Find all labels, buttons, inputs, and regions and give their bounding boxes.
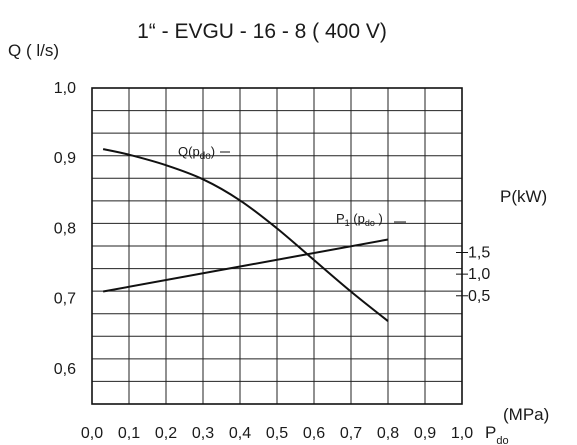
grid <box>91 87 463 405</box>
x-tick-label: 0,5 <box>266 425 288 442</box>
x-tick-label: 0,8 <box>377 425 399 442</box>
q-curve-label: Q(pdo) <box>178 144 215 162</box>
x-tick-label: 0,4 <box>229 425 251 442</box>
y-left-tick-label: 0,6 <box>54 361 76 378</box>
y-axis-left-label: Q ( l/s) <box>8 41 59 60</box>
series <box>102 148 389 322</box>
x-axis-label: Pdo <box>485 423 509 445</box>
y-right-tick-label: 1,0 <box>468 266 490 283</box>
x-tick-label: 0,9 <box>414 425 436 442</box>
p1-power-curve <box>102 238 389 293</box>
y-left-tick-label: 0,7 <box>54 291 76 308</box>
x-tick-label: 1,0 <box>451 425 473 442</box>
y-left-tick-label: 1,0 <box>54 80 76 97</box>
y-right-tick-label: 0,5 <box>468 288 490 305</box>
y-left-tick-label: 0,9 <box>54 150 76 167</box>
y-right-tick-label: 1,5 <box>468 244 490 261</box>
chart-title: 1“ - EVGU - 16 - 8 ( 400 V) <box>137 20 387 43</box>
x-tick-label: 0,1 <box>118 425 140 442</box>
x-axis-unit: (MPa) <box>503 405 549 424</box>
x-tick-label: 0,3 <box>192 425 214 442</box>
y-left-tick-label: 0,8 <box>54 220 76 237</box>
p1-curve-label: P1 (pdo ) <box>336 211 383 228</box>
plot-frame <box>91 87 463 405</box>
x-tick-label: 0,7 <box>340 425 362 442</box>
y-axis-right-label: P(kW) <box>500 187 547 206</box>
q-flow-curve <box>102 148 389 322</box>
x-tick-label: 0,2 <box>155 425 177 442</box>
x-tick-label: 0,0 <box>81 425 103 442</box>
tick-labels: 0,0 0,1 0,2 0,3 0,4 0,5 0,6 0,7 0,8 0,9 1,0 1,0 0,9 0… <box>54 80 491 442</box>
x-tick-label: 0,6 <box>303 425 325 442</box>
